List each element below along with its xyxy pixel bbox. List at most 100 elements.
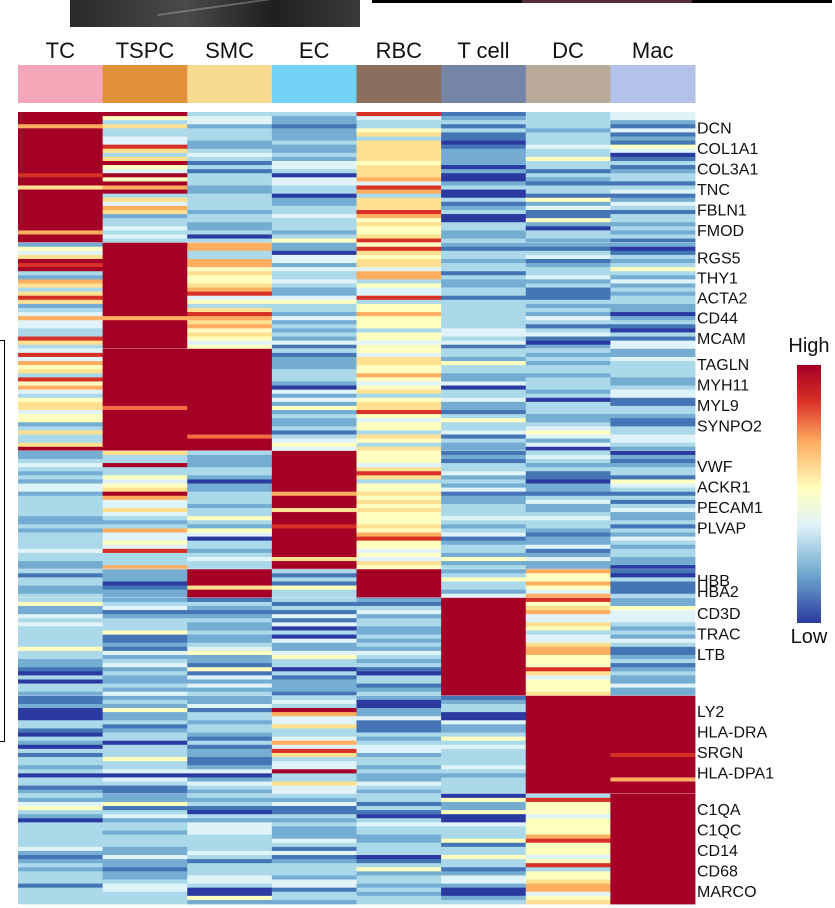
heatmap-cell [356, 867, 442, 872]
heatmap-cell [525, 846, 611, 852]
heatmap-cell [525, 512, 611, 517]
heatmap-cell [102, 148, 188, 154]
heatmap-cell [18, 136, 104, 141]
heatmap-cell [441, 173, 527, 178]
heatmap-cell [102, 283, 188, 288]
heatmap-cell [271, 691, 357, 697]
heatmap-cell [102, 234, 188, 239]
heatmap-cell [18, 703, 104, 709]
heatmap-cell [525, 410, 611, 415]
heatmap-cell [187, 508, 273, 513]
heatmap-cell [271, 132, 357, 137]
heatmap-cell [18, 450, 104, 456]
heatmap-cell [356, 446, 442, 452]
heatmap-cell [187, 422, 273, 427]
heatmap-cell [441, 401, 527, 407]
heatmap-cell [18, 116, 104, 121]
heatmap-cell [441, 781, 527, 787]
heatmap-cell [441, 777, 527, 782]
heatmap-cell [356, 471, 442, 476]
heatmap-cell [18, 177, 104, 182]
heatmap-cell [441, 287, 527, 293]
heatmap-cell [441, 279, 527, 284]
gene-label-col3a1: COL3A1 [697, 161, 758, 178]
heatmap-cell [610, 773, 696, 778]
heatmap-cell [610, 675, 696, 680]
heatmap-cell [356, 699, 442, 705]
heatmap-cell [271, 291, 357, 297]
heatmap-cell [356, 826, 442, 831]
heatmap-cell [271, 875, 357, 880]
heatmap-cell [525, 328, 611, 333]
heatmap-cell [187, 663, 273, 668]
heatmap-cell [610, 324, 696, 329]
heatmap-cell [271, 418, 357, 423]
heatmap-cell [610, 614, 696, 619]
heatmap-cell [525, 152, 611, 158]
heatmap-cell [18, 720, 104, 725]
heatmap-cell [610, 736, 696, 742]
heatmap-cell [187, 503, 273, 509]
heatmap-cell [18, 524, 104, 529]
heatmap-cell [525, 181, 611, 186]
heatmap-cell [187, 295, 273, 301]
heatmap-cell [187, 389, 273, 395]
heatmap-cell [356, 365, 442, 370]
heatmap-cell [102, 316, 188, 321]
heatmap-cell [18, 777, 104, 782]
heatmap-cell [187, 475, 273, 480]
heatmap-cell [441, 516, 527, 521]
heatmap-cell [441, 148, 527, 154]
heatmap-cell [356, 254, 442, 260]
heatmap-cell [525, 806, 611, 811]
heatmap-cell [18, 867, 104, 872]
heatmap-cell [271, 218, 357, 223]
heatmap-cell [271, 389, 357, 395]
heatmap-cell [102, 328, 188, 333]
heatmap-cell [102, 397, 188, 403]
heatmap-cell [610, 218, 696, 223]
heatmap-cell [610, 671, 696, 676]
heatmap-cell [18, 475, 104, 480]
heatmap-cell [102, 434, 188, 439]
heatmap-cell [525, 589, 611, 595]
heatmap-cell [610, 597, 696, 603]
heatmap-cell [356, 344, 442, 350]
heatmap-cell [356, 377, 442, 382]
heatmap-cell [102, 177, 188, 182]
gene-label-hbb: HBB [697, 573, 730, 590]
heatmap-cell [102, 267, 188, 272]
heatmap-cell [525, 565, 611, 570]
heatmap-cell [18, 793, 104, 799]
heatmap-cell [18, 601, 104, 607]
heatmap-cell [610, 307, 696, 313]
heatmap-cell [102, 295, 188, 301]
heatmap-cell [271, 377, 357, 382]
heatmap-cell [441, 724, 527, 729]
heatmap-cell [102, 336, 188, 342]
heatmap-cell [102, 181, 188, 186]
heatmap-cell [18, 565, 104, 570]
heatmap-cell [610, 140, 696, 146]
heatmap-cell [525, 875, 611, 880]
heatmap-cell [271, 781, 357, 787]
heatmap-cell [102, 740, 188, 746]
heatmap-cell [441, 810, 527, 815]
heatmap-cell [525, 303, 611, 309]
heatmap-cell [18, 414, 104, 419]
heatmap-cell [271, 475, 357, 480]
heatmap-cell [271, 859, 357, 864]
heatmap-cell [610, 536, 696, 542]
gene-label-c1qa: C1QA [697, 802, 741, 819]
heatmap-cell [102, 822, 188, 827]
heatmap-cell [525, 781, 611, 787]
heatmap-cell [525, 242, 611, 248]
heatmap-cell [271, 724, 357, 729]
heatmap-cell [187, 418, 273, 423]
heatmap-cell [525, 814, 611, 819]
heatmap-cell [610, 610, 696, 615]
heatmap-cell [271, 740, 357, 746]
heatmap-cell [187, 883, 273, 889]
heatmap-cell [525, 499, 611, 505]
gene-label-ltb: LTB [697, 647, 725, 664]
